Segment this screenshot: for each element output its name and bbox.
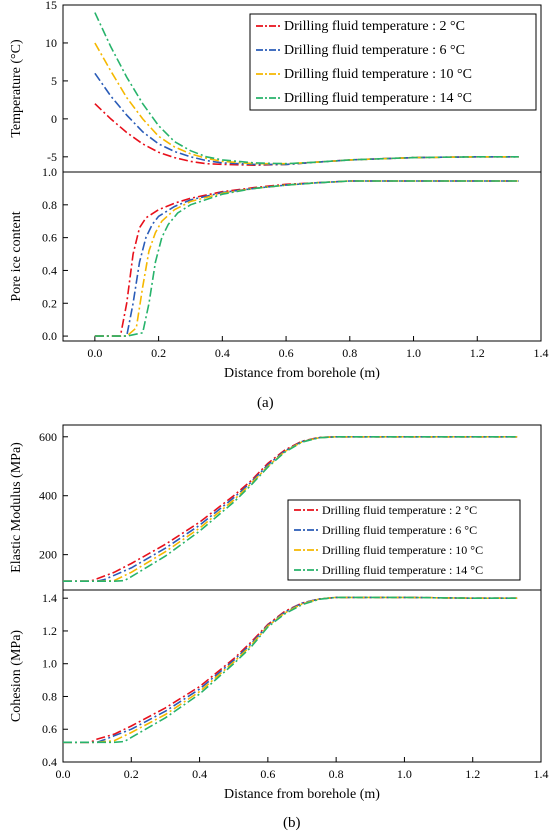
b-bottom-ytick-label: 1.0 bbox=[42, 657, 57, 671]
a-bottom-series-3 bbox=[94, 180, 519, 337]
a-top-legend-label-1: Drilling fluid temperature : 6 °C bbox=[284, 43, 465, 58]
a-top-legend: Drilling fluid temperature : 2 °C Drillin… bbox=[249, 13, 537, 111]
a-bottom-ytick-label: 1.0 bbox=[42, 165, 57, 179]
a-bottom-ytick-label: 0.0 bbox=[42, 329, 57, 343]
b-bottom-xtick-label: 0.8 bbox=[329, 767, 344, 781]
a-bottom-xtick-label: 1.0 bbox=[406, 346, 421, 360]
a-bottom-series-2 bbox=[94, 180, 519, 337]
b-top-legend-label-3: Drilling fluid temperature : 14 °C bbox=[322, 563, 483, 577]
b-bottom-xtick-label: 0.6 bbox=[260, 767, 275, 781]
a-bottom-xlabel: Distance from borehole (m) bbox=[224, 366, 380, 381]
b-top-ytick-label: 200 bbox=[39, 548, 57, 562]
b-bottom-xtick-label: 0.0 bbox=[56, 767, 71, 781]
b-bottom-ytick-label: 0.6 bbox=[42, 722, 57, 736]
a-top-ytick-label: 5 bbox=[51, 74, 57, 88]
b-top-ytick-label: 600 bbox=[39, 430, 57, 444]
b-top-legend-label-2: Drilling fluid temperature : 10 °C bbox=[322, 543, 483, 557]
b-top-series-3 bbox=[63, 435, 518, 583]
a-bottom-xtick-label: 0.0 bbox=[87, 346, 102, 360]
a-top-ytick-label: 15 bbox=[45, 0, 57, 12]
b-bottom-xtick-label: 0.2 bbox=[124, 767, 139, 781]
b-top-legend-label-1: Drilling fluid temperature : 6 °C bbox=[322, 523, 477, 537]
a-top-ytick-label: -5 bbox=[47, 150, 57, 164]
a-bottom-ylabel: Pore ice content bbox=[9, 211, 24, 301]
a-bottom-ytick-label: 0.6 bbox=[42, 231, 57, 245]
a-bottom-ytick-label: 0.4 bbox=[42, 263, 57, 277]
b-top-ylabel: Elastic Modulus (MPa) bbox=[9, 442, 24, 573]
a-top-legend-label-3: Drilling fluid temperature : 14 °C bbox=[284, 91, 472, 106]
b-bottom-ytick-label: 1.2 bbox=[42, 624, 57, 638]
a-top-legend-label-2: Drilling fluid temperature : 10 °C bbox=[284, 67, 472, 82]
b-top-legend: Drilling fluid temperature : 2 °C Drillin… bbox=[287, 499, 521, 581]
b-bottom-xtick-label: 1.0 bbox=[397, 767, 412, 781]
b-top-series-1 bbox=[63, 435, 518, 583]
b-bottom-series-0 bbox=[63, 596, 518, 744]
b-bottom-series-1 bbox=[63, 596, 518, 744]
b-bottom-frame bbox=[62, 589, 542, 763]
a-bottom-ytick-label: 0.2 bbox=[42, 296, 57, 310]
a-bottom-xtick-label: 0.8 bbox=[342, 346, 357, 360]
a-bottom-xtick-label: 0.4 bbox=[215, 346, 230, 360]
a-top-ytick-label: 0 bbox=[51, 112, 57, 126]
a-bottom-xtick-label: 1.2 bbox=[470, 346, 485, 360]
a-bottom-xtick-label: 0.2 bbox=[151, 346, 166, 360]
b-bottom-ytick-label: 1.4 bbox=[42, 591, 57, 605]
b-top-legend-box bbox=[287, 499, 521, 581]
a-top-series-0 bbox=[94, 103, 519, 167]
b-bottom-xtick-label: 1.2 bbox=[465, 767, 480, 781]
a-top-ytick-label: 10 bbox=[45, 36, 57, 50]
a-bottom-ytick-label: 0.8 bbox=[42, 198, 57, 212]
a-top-legend-label-0: Drilling fluid temperature : 2 °C bbox=[284, 19, 465, 34]
a-bottom-series-1 bbox=[94, 180, 519, 337]
b-bottom-series-2 bbox=[63, 596, 518, 744]
a-top-series-3 bbox=[94, 12, 519, 165]
b-top-ytick-label: 400 bbox=[39, 489, 57, 503]
a-top-series-1 bbox=[94, 72, 519, 166]
a-bottom-xtick-label: 0.6 bbox=[279, 346, 294, 360]
b-bottom-series-3 bbox=[63, 596, 518, 744]
caption-a: (a) bbox=[257, 395, 274, 411]
a-top-ylabel: Temperature (°C) bbox=[9, 39, 24, 138]
a-bottom-xtick-label: 1.4 bbox=[534, 346, 549, 360]
b-bottom-ylabel: Cohesion (MPa) bbox=[9, 630, 24, 723]
b-bottom-ytick-label: 0.8 bbox=[42, 689, 57, 703]
b-bottom-xtick-label: 0.4 bbox=[192, 767, 207, 781]
b-bottom-xlabel: Distance from borehole (m) bbox=[224, 787, 380, 802]
a-bottom-frame bbox=[62, 171, 542, 342]
b-bottom-ytick-label: 0.4 bbox=[42, 755, 57, 769]
b-top-legend-label-0: Drilling fluid temperature : 2 °C bbox=[322, 503, 477, 517]
a-top-legend-box bbox=[249, 13, 537, 111]
b-bottom-xtick-label: 1.4 bbox=[534, 767, 549, 781]
caption-b: (b) bbox=[283, 815, 301, 831]
a-bottom-series-0 bbox=[94, 180, 519, 337]
